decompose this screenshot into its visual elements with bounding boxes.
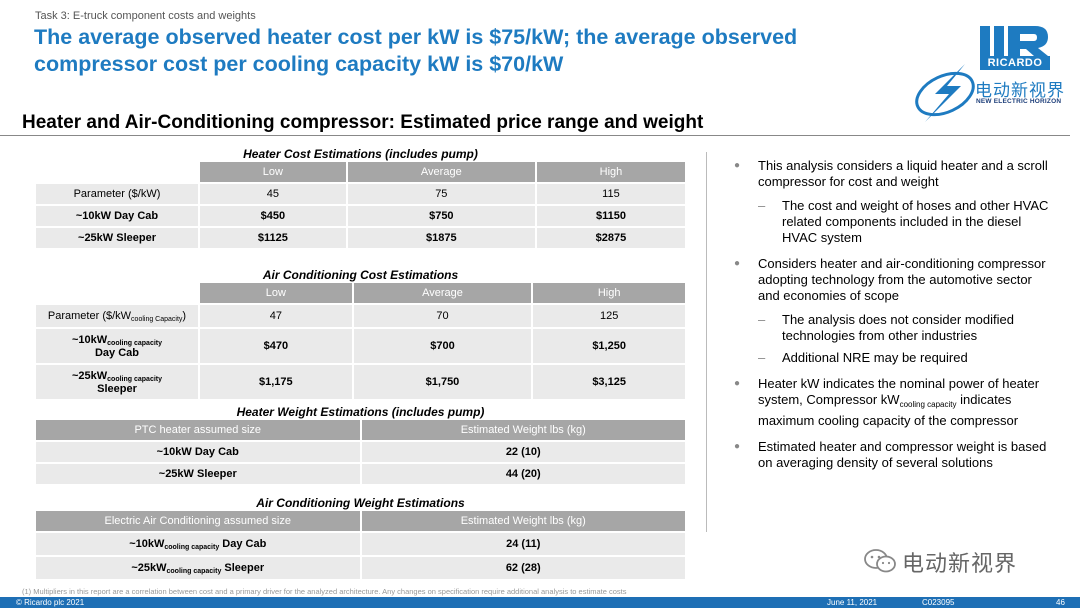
table-row: ~10kWcooling capacity Day Cab $470 $700 $… xyxy=(36,329,685,363)
table-header-row: Low Average High xyxy=(36,162,685,182)
wechat-name: 电动新视界 xyxy=(902,551,1018,576)
wechat-watermark: 电动新视界 xyxy=(862,546,1052,576)
ac-weight-table: Electric Air Conditioning assumed size E… xyxy=(34,509,687,581)
cell-value: $470 xyxy=(200,329,352,363)
ricardo-r-mark xyxy=(980,26,1048,56)
table-row: ~10kW Day Cab $450 $750 $1150 xyxy=(36,206,685,226)
column-divider xyxy=(706,152,707,532)
ricardo-wordmark: RICARDO xyxy=(980,56,1050,70)
cell-value: 70 xyxy=(353,305,532,327)
cell-value: $700 xyxy=(353,329,532,363)
ac-weight-title: Air Conditioning Weight Estimations xyxy=(256,496,465,510)
bullet-item: ● Heater kW indicates the nominal power o… xyxy=(734,376,1040,428)
sub-bullet-item: – The analysis does not consider modified… xyxy=(758,312,1014,343)
row-label: ~10kW Day Cab xyxy=(36,442,360,462)
bullet-list: ● This analysis considers a liquid heater… xyxy=(732,158,1052,479)
cell-value: $1125 xyxy=(200,228,346,248)
footer-bar: © Ricardo plc 2021 June 11, 2021 C023095… xyxy=(0,597,1080,608)
heater-weight-title: Heater Weight Estimations (includes pump… xyxy=(236,405,485,419)
lightning-globe-icon xyxy=(915,64,975,122)
cell-value: 125 xyxy=(533,305,685,327)
heater-cost-table: Low Average High Parameter ($/kW) 45 75 … xyxy=(34,160,687,250)
header-average: Average xyxy=(347,162,535,182)
bullet-item: ● Considers heater and air-conditioning c… xyxy=(734,256,1046,303)
sub-bullet-item: – Additional NRE may be required xyxy=(758,350,968,365)
table-row: Parameter ($/kW) 45 75 115 xyxy=(36,184,685,204)
table-row: ~10kWcooling capacity Day Cab 24 (11) xyxy=(36,533,685,555)
bullet-item: ● This analysis considers a liquid heater… xyxy=(734,158,1048,189)
row-label: Parameter ($/kWcooling Capacity) xyxy=(36,305,198,327)
cell-value: $2875 xyxy=(536,228,685,248)
ac-cost-title: Air Conditioning Cost Estimations xyxy=(262,268,459,282)
bullet-dot-icon: ● xyxy=(734,258,741,269)
table-row: Parameter ($/kWcooling Capacity) 47 70 1… xyxy=(36,305,685,327)
section-subtitle: Heater and Air-Conditioning compressor: … xyxy=(22,112,704,133)
footer-code: C023095 xyxy=(922,598,955,607)
table-header-row: Low Average High xyxy=(36,283,685,303)
cell-value: $1875 xyxy=(347,228,535,248)
header-size: Electric Air Conditioning assumed size xyxy=(36,511,360,531)
cell-value: 45 xyxy=(200,184,346,204)
logo-chinese-text: 电动新视界 xyxy=(975,81,1065,100)
cell-value: 44 (20) xyxy=(361,464,685,484)
header-average: Average xyxy=(353,283,532,303)
page-number: 46 xyxy=(1056,598,1065,607)
title-rule xyxy=(0,135,1070,136)
cell-value: $450 xyxy=(200,206,346,226)
cell-value: 62 (28) xyxy=(361,557,685,579)
row-label: ~25kWcooling capacity Sleeper xyxy=(36,365,198,399)
header-size: PTC heater assumed size xyxy=(36,420,360,440)
ricardo-logo: RICARDO 电动新视界 NEW ELECTRIC HORIZON xyxy=(905,26,1065,122)
table-header-row: Electric Air Conditioning assumed size E… xyxy=(36,511,685,531)
cell-value: $1,750 xyxy=(353,365,532,399)
row-label: ~10kWcooling capacity Day Cab xyxy=(36,533,360,555)
row-label: ~25kW Sleeper xyxy=(36,464,360,484)
table-row: ~25kW Sleeper 44 (20) xyxy=(36,464,685,484)
task-label: Task 3: E-truck component costs and weig… xyxy=(35,10,256,22)
headline: The average observed heater cost per kW … xyxy=(34,25,798,76)
row-label: ~10kWcooling capacity Day Cab xyxy=(36,329,198,363)
table-row: ~25kWcooling capacity Sleeper 62 (28) xyxy=(36,557,685,579)
cell-value: $1,250 xyxy=(533,329,685,363)
cell-value: 75 xyxy=(347,184,535,204)
table-header-row: PTC heater assumed size Estimated Weight… xyxy=(36,420,685,440)
footer-copyright: © Ricardo plc 2021 xyxy=(16,598,85,607)
bullet-dot-icon: ● xyxy=(734,160,741,171)
cell-value: $3,125 xyxy=(533,365,685,399)
row-label: ~10kW Day Cab xyxy=(36,206,198,226)
dash-icon: – xyxy=(758,312,766,327)
table-row: ~25kW Sleeper $1125 $1875 $2875 xyxy=(36,228,685,248)
bullet-item: ● Estimated heater and compressor weight … xyxy=(734,439,1047,470)
wechat-icon xyxy=(864,549,896,573)
cell-value: $750 xyxy=(347,206,535,226)
dash-icon: – xyxy=(758,198,766,213)
cell-value: 24 (11) xyxy=(361,533,685,555)
ac-cost-table: Low Average High Parameter ($/kWcooling … xyxy=(34,281,687,401)
logo-english-text: NEW ELECTRIC HORIZON xyxy=(976,98,1062,105)
header-low: Low xyxy=(200,162,346,182)
sub-bullet-item: – The cost and weight of hoses and other … xyxy=(758,198,1049,245)
row-label: ~25kWcooling capacity Sleeper xyxy=(36,557,360,579)
cell-value: $1150 xyxy=(536,206,685,226)
heater-weight-table: PTC heater assumed size Estimated Weight… xyxy=(34,418,687,486)
table-row: ~25kWcooling capacity Sleeper $1,175 $1,7… xyxy=(36,365,685,399)
cell-value: 115 xyxy=(536,184,685,204)
header-weight: Estimated Weight lbs (kg) xyxy=(361,511,685,531)
footer-date: June 11, 2021 xyxy=(827,598,878,607)
bullet-dot-icon: ● xyxy=(734,378,741,389)
header-weight: Estimated Weight lbs (kg) xyxy=(361,420,685,440)
dash-icon: – xyxy=(758,350,766,365)
row-label: Parameter ($/kW) xyxy=(36,184,198,204)
row-label: ~25kW Sleeper xyxy=(36,228,198,248)
header-high: High xyxy=(536,162,685,182)
header-high: High xyxy=(533,283,685,303)
bullet-dot-icon: ● xyxy=(734,441,741,452)
table-row: ~10kW Day Cab 22 (10) xyxy=(36,442,685,462)
cell-value: 22 (10) xyxy=(361,442,685,462)
cell-value: 47 xyxy=(200,305,352,327)
heater-cost-title: Heater Cost Estimations (includes pump) xyxy=(243,147,478,161)
cell-value: $1,175 xyxy=(200,365,352,399)
footnote: (1) Multipliers in this report are a cor… xyxy=(22,587,627,596)
header-low: Low xyxy=(200,283,352,303)
